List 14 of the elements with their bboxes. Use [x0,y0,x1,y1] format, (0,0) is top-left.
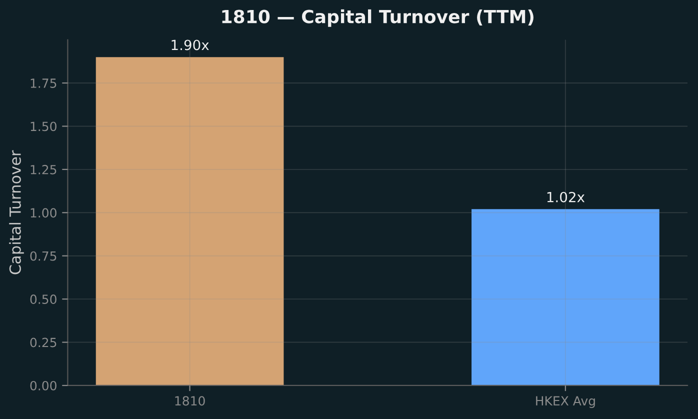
y-tick-label: 0.00 [30,380,56,390]
data-label: 1.90x [172,40,209,50]
chart-title: 1810 — Capital Turnover (TTM) [222,9,534,27]
y-tick-label: 1.00 [30,208,56,218]
y-tick-label: 1.25 [30,164,56,174]
x-tick-label: HKEX Avg [536,396,595,408]
y-tick-label: 0.75 [30,251,56,261]
data-label: 1.02x [547,192,585,202]
y-tick-label: 0.50 [30,294,56,304]
y-tick-label: 1.75 [30,78,56,88]
y-axis-title: Capital Turnover [9,150,24,274]
y-tick-label: 1.50 [30,122,56,132]
x-tick-label: 1810 [175,396,205,406]
y-tick-label: 0.25 [30,338,56,348]
